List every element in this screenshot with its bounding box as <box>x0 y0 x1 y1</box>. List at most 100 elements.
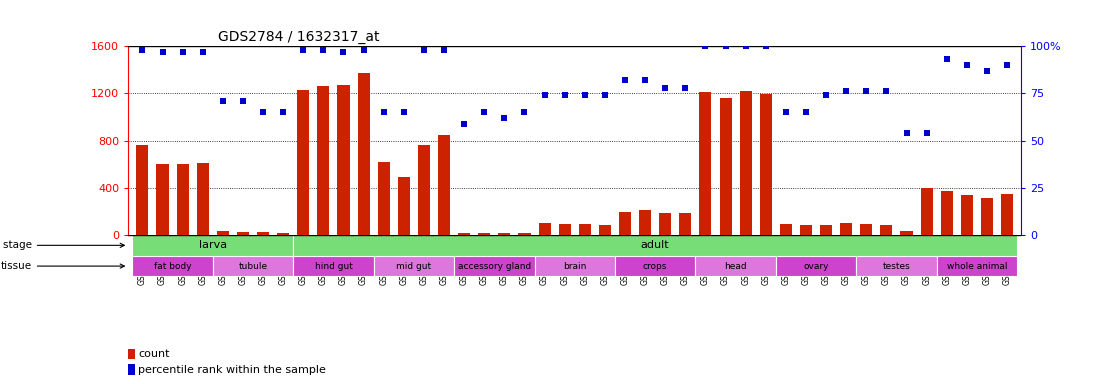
Bar <box>981 199 993 235</box>
Bar <box>740 91 752 235</box>
Bar <box>257 232 269 235</box>
Point <box>877 88 895 94</box>
Bar <box>840 223 853 235</box>
Bar <box>860 224 873 235</box>
Point <box>696 43 714 49</box>
Point <box>214 98 232 104</box>
Bar <box>136 145 148 235</box>
Bar <box>856 256 936 276</box>
Bar <box>780 224 792 235</box>
Text: fat body: fat body <box>154 262 191 271</box>
Text: ovary: ovary <box>804 262 829 271</box>
Point <box>636 77 654 83</box>
Bar <box>941 191 953 235</box>
Point <box>475 109 493 115</box>
Point <box>516 109 533 115</box>
Text: tubule: tubule <box>239 262 268 271</box>
Bar <box>599 225 610 235</box>
Point <box>857 88 875 94</box>
Point <box>194 49 212 55</box>
Bar <box>1001 194 1013 235</box>
Bar <box>519 233 530 235</box>
Bar <box>535 256 615 276</box>
Bar <box>377 162 389 235</box>
Bar <box>357 73 369 235</box>
Text: hind gut: hind gut <box>315 262 353 271</box>
Bar <box>639 210 651 235</box>
Bar <box>820 225 833 235</box>
Text: development stage: development stage <box>0 240 124 250</box>
Point <box>998 62 1016 68</box>
Point <box>616 77 634 83</box>
Bar <box>680 212 692 235</box>
Bar <box>615 256 695 276</box>
Text: mid gut: mid gut <box>396 262 432 271</box>
Bar <box>156 164 169 235</box>
Bar <box>374 256 454 276</box>
Bar <box>921 188 933 235</box>
Point <box>917 130 935 136</box>
Bar <box>133 235 294 256</box>
Point <box>455 121 473 127</box>
Text: tissue: tissue <box>1 261 124 271</box>
Text: count: count <box>138 349 170 359</box>
Point <box>154 49 172 55</box>
Bar <box>499 233 510 235</box>
Bar <box>417 145 430 235</box>
Point <box>797 109 815 115</box>
Bar <box>128 364 135 375</box>
Point <box>716 43 734 49</box>
Bar <box>901 232 913 235</box>
Point <box>496 115 513 121</box>
Bar <box>479 233 490 235</box>
Point <box>234 98 252 104</box>
Bar <box>294 235 1017 256</box>
Point <box>817 92 835 98</box>
Text: testes: testes <box>883 262 911 271</box>
Point <box>375 109 393 115</box>
Bar <box>454 256 535 276</box>
Point <box>777 109 795 115</box>
Bar <box>936 256 1017 276</box>
Point <box>134 47 152 53</box>
Bar <box>217 232 229 235</box>
Bar <box>579 224 590 235</box>
Text: whole animal: whole animal <box>946 262 1007 271</box>
Bar <box>559 224 570 235</box>
Point <box>937 56 955 62</box>
Text: adult: adult <box>641 240 670 250</box>
Bar <box>133 256 213 276</box>
Text: GDS2784 / 1632317_at: GDS2784 / 1632317_at <box>218 30 379 44</box>
Bar <box>539 223 550 235</box>
Point <box>315 47 333 53</box>
Bar <box>458 233 470 235</box>
Point <box>737 43 754 49</box>
Text: larva: larva <box>199 240 227 250</box>
Point <box>596 92 614 98</box>
Point <box>576 92 594 98</box>
Bar <box>619 212 631 235</box>
Bar <box>237 232 249 235</box>
Text: accessory gland: accessory gland <box>458 262 531 271</box>
Bar <box>317 86 329 235</box>
Point <box>837 88 855 94</box>
Bar <box>196 163 209 235</box>
Point <box>295 47 312 53</box>
Point <box>275 109 292 115</box>
Text: brain: brain <box>564 262 586 271</box>
Bar <box>800 225 812 235</box>
Bar <box>297 90 309 235</box>
Point <box>355 47 373 53</box>
Bar <box>700 92 712 235</box>
Bar <box>397 177 410 235</box>
Bar <box>760 94 772 235</box>
Point <box>656 84 674 91</box>
Point <box>978 68 995 74</box>
Point <box>415 47 433 53</box>
Text: crops: crops <box>643 262 667 271</box>
Point <box>897 130 915 136</box>
Point <box>757 43 775 49</box>
Bar <box>660 213 671 235</box>
Bar <box>720 98 732 235</box>
Point <box>536 92 554 98</box>
